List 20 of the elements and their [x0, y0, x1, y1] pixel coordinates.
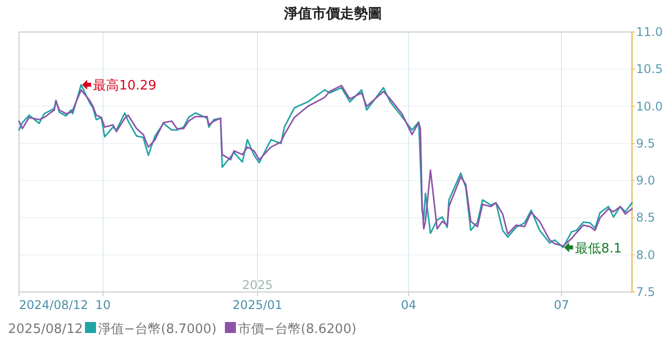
- legend-label: 淨值−台幣(8.7000): [98, 322, 217, 337]
- y-tick-label: 9.5: [636, 136, 656, 150]
- annotation: 2025: [242, 278, 273, 292]
- y-tick-label: 10.0: [636, 99, 663, 114]
- chart-title: 淨值市價走勢圖: [283, 5, 382, 22]
- legend-title: 2025/08/12: [8, 322, 83, 337]
- y-tick-label: 11.0: [636, 25, 663, 39]
- legend-label: 市價−台幣(8.6200): [238, 322, 356, 337]
- y-tick-label: 9.0: [636, 174, 656, 188]
- x-tick-label: 07: [554, 298, 570, 312]
- y-tick-label: 8.0: [636, 248, 656, 262]
- y-tick-label: 10.5: [636, 62, 663, 76]
- y-tick-label: 7.5: [636, 285, 656, 299]
- x-tick-label: 2024/08/12: [19, 298, 88, 312]
- y-tick-label: 8.5: [636, 210, 656, 225]
- annotation: 最低8.1: [575, 241, 622, 256]
- annotation: 最高10.29: [93, 78, 156, 94]
- x-tick-label: 04: [400, 298, 416, 312]
- x-tick-label: 10: [95, 298, 111, 312]
- x-tick-label: 2025/01: [232, 298, 282, 312]
